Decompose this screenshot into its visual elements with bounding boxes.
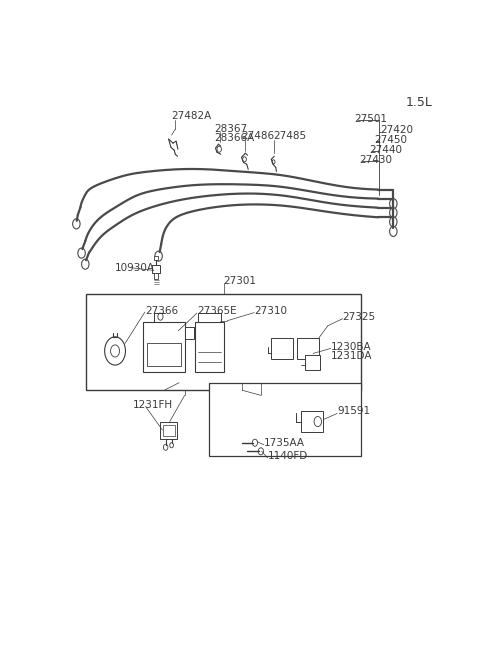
- Bar: [155, 272, 158, 279]
- Bar: [160, 422, 177, 440]
- Circle shape: [243, 157, 246, 162]
- Text: 27485: 27485: [273, 131, 306, 141]
- Bar: [147, 343, 181, 366]
- Text: 27301: 27301: [224, 276, 257, 286]
- Text: 27440: 27440: [369, 145, 402, 155]
- Circle shape: [390, 198, 397, 209]
- Circle shape: [163, 444, 168, 450]
- Circle shape: [390, 227, 397, 236]
- Circle shape: [78, 248, 85, 258]
- Circle shape: [110, 345, 120, 357]
- Text: 27310: 27310: [254, 306, 287, 316]
- Text: 1231DA: 1231DA: [331, 351, 372, 361]
- Text: 27450: 27450: [374, 135, 408, 145]
- Circle shape: [158, 313, 163, 320]
- Bar: [301, 411, 324, 432]
- Circle shape: [82, 259, 89, 269]
- Circle shape: [258, 448, 264, 455]
- Circle shape: [217, 146, 221, 152]
- Text: 27482A: 27482A: [172, 111, 212, 121]
- Text: 91591: 91591: [337, 407, 370, 417]
- Text: 10930A: 10930A: [115, 263, 155, 272]
- Text: 1140FD: 1140FD: [267, 451, 308, 461]
- Bar: [305, 355, 321, 370]
- Text: 28366A: 28366A: [215, 133, 254, 143]
- Bar: [198, 312, 221, 322]
- Bar: [297, 339, 319, 358]
- Text: 1.5L: 1.5L: [406, 96, 433, 109]
- Circle shape: [105, 337, 125, 365]
- Circle shape: [170, 443, 173, 448]
- Bar: [271, 339, 293, 358]
- Text: 27325: 27325: [343, 312, 376, 322]
- Text: 1230BA: 1230BA: [331, 342, 372, 352]
- Text: 27365E: 27365E: [197, 306, 237, 316]
- Circle shape: [155, 251, 162, 261]
- Circle shape: [72, 219, 80, 229]
- Bar: [143, 322, 185, 372]
- Bar: [86, 295, 361, 390]
- Circle shape: [272, 160, 275, 164]
- Text: 1735AA: 1735AA: [264, 438, 305, 448]
- Bar: [155, 256, 158, 260]
- Bar: [195, 322, 225, 372]
- Bar: [209, 383, 361, 456]
- Text: 27501: 27501: [354, 114, 387, 124]
- Text: 28367: 28367: [215, 124, 248, 134]
- Circle shape: [252, 440, 258, 446]
- Text: 27430: 27430: [360, 155, 393, 165]
- Text: 1231FH: 1231FH: [132, 400, 173, 411]
- Bar: [163, 425, 175, 436]
- Bar: [152, 265, 160, 273]
- Circle shape: [390, 208, 397, 218]
- Circle shape: [314, 417, 322, 426]
- Bar: [185, 327, 193, 339]
- Circle shape: [390, 217, 397, 227]
- Text: 27366: 27366: [145, 306, 178, 316]
- Text: 27420: 27420: [380, 125, 413, 135]
- Text: 27486: 27486: [241, 131, 275, 141]
